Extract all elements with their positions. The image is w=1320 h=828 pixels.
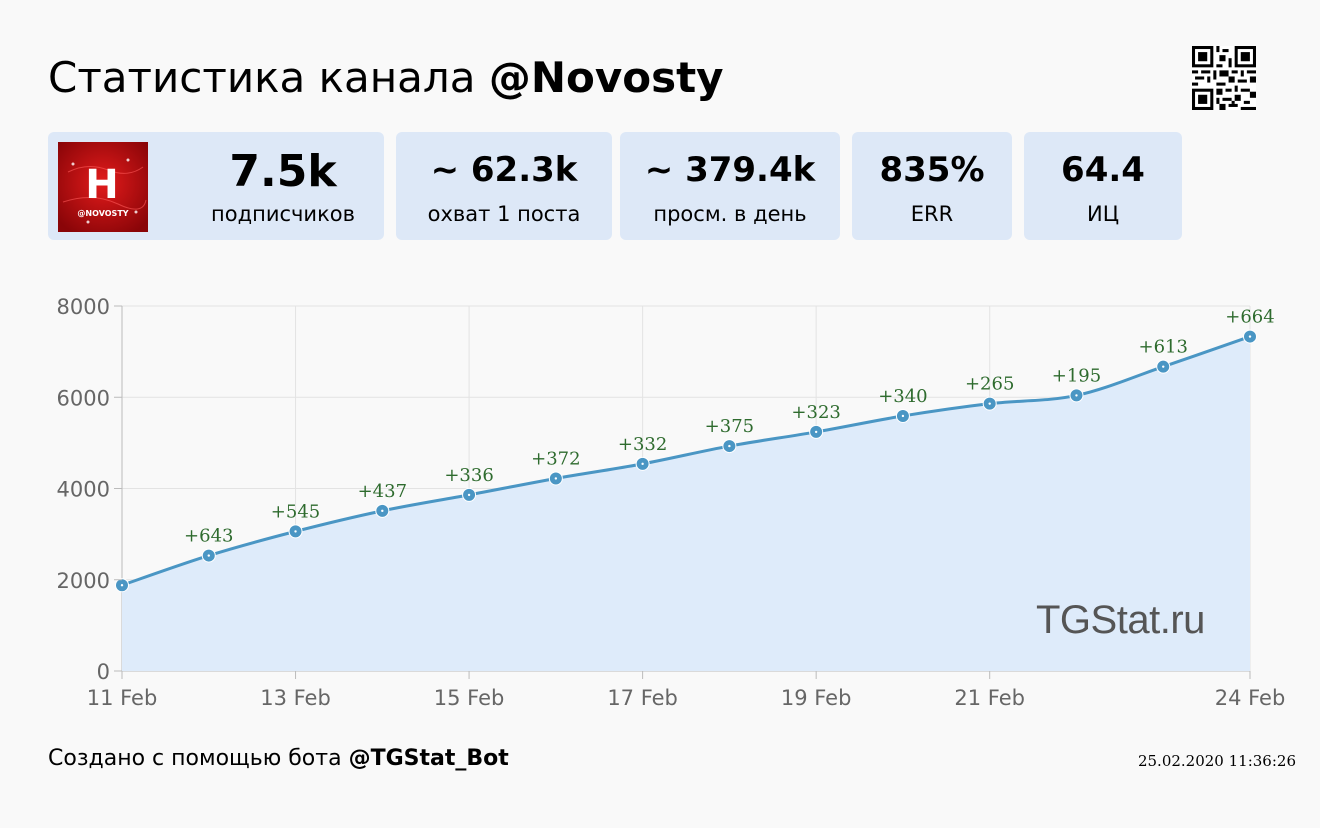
y-tick-label: 0 — [97, 660, 110, 684]
data-point-center — [1248, 335, 1252, 338]
y-axis: 0 2000 4000 6000 8000 — [57, 295, 122, 684]
stat-value: 64.4 — [1061, 150, 1145, 190]
qr-code-icon — [1192, 46, 1256, 110]
stat-card-daily-views: ~ 379.4k просм. в день — [620, 132, 840, 240]
y-tick-label: 4000 — [57, 478, 110, 502]
stat-value: 835% — [879, 150, 985, 190]
chart-line — [121, 335, 1251, 587]
stat-card-err: 835% ERR — [852, 132, 1012, 240]
data-point-center — [381, 509, 384, 513]
data-point-center — [814, 430, 818, 434]
stat-value: ~ 62.3k — [430, 150, 578, 190]
data-point-center — [554, 477, 558, 480]
stat-card-index: 64.4 ИЦ — [1024, 132, 1182, 240]
footer-prefix: Создано с помощью бота — [48, 746, 349, 771]
data-label: +613 — [1139, 337, 1188, 358]
y-tick-label: 2000 — [57, 569, 110, 593]
data-label: +265 — [965, 374, 1014, 395]
data-label: +372 — [531, 448, 580, 469]
data-label: +340 — [878, 386, 927, 407]
bot-link[interactable]: @TGStat_Bot — [348, 746, 509, 771]
data-label: +643 — [184, 526, 233, 547]
chart-area — [122, 336, 1250, 671]
footer-credit: Создано с помощью бота @TGStat_Bot — [48, 746, 509, 771]
data-label: +545 — [271, 501, 320, 522]
stat-card-reach: ~ 62.3k охват 1 поста — [396, 132, 612, 240]
title-prefix: Статистика канала — [48, 53, 489, 102]
x-tick-label: 21 Feb — [954, 686, 1025, 710]
avatar-caption: @NOVOSTY — [77, 209, 128, 218]
data-label: +195 — [1052, 365, 1101, 386]
channel-avatar: H @NOVOSTY — [58, 142, 148, 232]
x-tick-label: 15 Feb — [434, 686, 505, 710]
x-tick-label: 13 Feb — [260, 686, 331, 710]
timestamp: 25.02.2020 11:36:26 — [1137, 752, 1296, 770]
page-title: Статистика канала @Novosty — [48, 52, 724, 104]
y-tick-label: 6000 — [57, 386, 110, 410]
data-label: +336 — [444, 465, 493, 486]
chart-point-labels: +643 +545 +437 +336 +372 +332 +375 +323 +340 +265… — [184, 307, 1275, 547]
data-point-center — [1075, 394, 1078, 397]
data-point-center — [728, 444, 731, 448]
stat-label: охват 1 поста — [427, 202, 581, 226]
stat-label: ИЦ — [1086, 202, 1119, 226]
x-axis: 11 Feb 13 Feb 15 Feb 17 Feb 19 Feb 21 Feb 24 F… — [87, 671, 1286, 710]
data-point-center — [467, 493, 471, 497]
x-tick-label: 24 Feb — [1215, 686, 1286, 710]
avatar-letter: H — [85, 162, 118, 208]
x-tick-label: 17 Feb — [607, 686, 678, 710]
data-point-center — [294, 530, 297, 533]
stat-value: 7.5k — [229, 146, 337, 197]
watermark: TGStat.ru — [1036, 598, 1205, 642]
y-tick-label: 8000 — [57, 295, 110, 319]
stat-label: просм. в день — [653, 202, 807, 226]
stat-label: подписчиков — [211, 202, 355, 226]
data-label: +332 — [618, 434, 667, 455]
stat-label: ERR — [910, 202, 954, 226]
data-label: +323 — [791, 402, 840, 423]
data-label: +437 — [358, 481, 407, 502]
data-point-center — [901, 414, 905, 418]
data-label: +664 — [1225, 307, 1274, 328]
data-point-center — [120, 584, 124, 587]
chart-points — [115, 329, 1257, 593]
data-point-center — [207, 554, 210, 557]
data-label: +375 — [705, 416, 754, 437]
channel-name: @Novosty — [488, 53, 724, 102]
x-tick-label: 11 Feb — [87, 686, 158, 710]
stat-value: ~ 379.4k — [644, 150, 816, 190]
data-point-center — [1162, 365, 1165, 368]
data-point-center — [988, 402, 991, 405]
data-point-center — [641, 462, 644, 466]
x-tick-label: 19 Feb — [781, 686, 852, 710]
